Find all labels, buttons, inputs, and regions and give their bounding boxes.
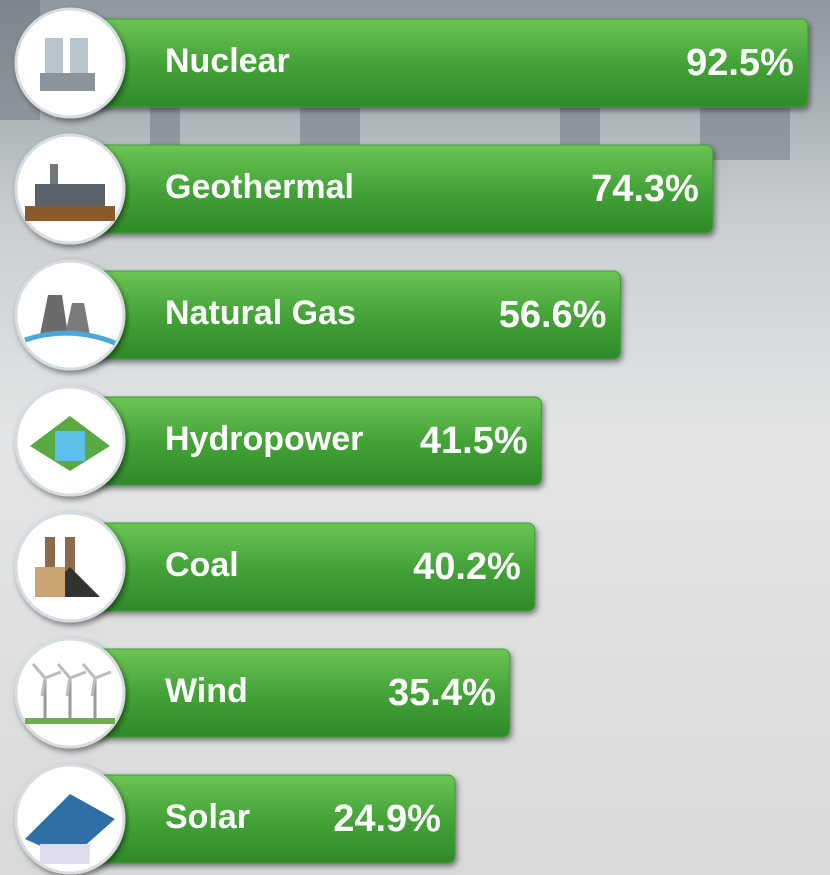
icon-shape xyxy=(50,164,58,184)
value-label: 35.4% xyxy=(388,672,496,714)
icon-shape xyxy=(35,567,65,597)
value-label: 41.5% xyxy=(420,420,528,462)
value-label: 40.2% xyxy=(413,546,521,588)
chart: Nuclear 92.5% Geothermal 74.3% Natural Gas 56… xyxy=(0,0,830,875)
bar-row: Wind 35.4% xyxy=(16,639,510,747)
category-label: Natural Gas xyxy=(165,294,356,332)
icon-shape xyxy=(40,844,90,864)
category-label: Wind xyxy=(165,672,248,710)
bar-row: Coal 40.2% xyxy=(16,513,535,621)
bar-row: Hydropower 41.5% xyxy=(16,387,542,495)
icon-shape xyxy=(70,38,88,78)
icon-shape xyxy=(40,73,95,91)
value-label: 24.9% xyxy=(333,798,441,840)
bar-row: Nuclear 92.5% xyxy=(16,9,808,117)
bar-row: Natural Gas 56.6% xyxy=(16,261,620,369)
value-label: 74.3% xyxy=(591,168,699,210)
category-label: Coal xyxy=(165,546,239,584)
value-label: 56.6% xyxy=(499,294,607,336)
category-label: Geothermal xyxy=(165,168,354,206)
category-label: Nuclear xyxy=(165,42,290,80)
bar-row: Solar 24.9% xyxy=(16,765,455,873)
icon-shape xyxy=(35,184,105,206)
icon-shape xyxy=(25,718,115,724)
bar-row: Geothermal 74.3% xyxy=(16,135,713,243)
value-label: 92.5% xyxy=(686,42,794,84)
category-label: Hydropower xyxy=(165,420,363,458)
category-label: Solar xyxy=(165,798,250,836)
icon-shape xyxy=(25,206,115,221)
icon-shape xyxy=(55,431,85,461)
icon-shape xyxy=(45,38,63,78)
